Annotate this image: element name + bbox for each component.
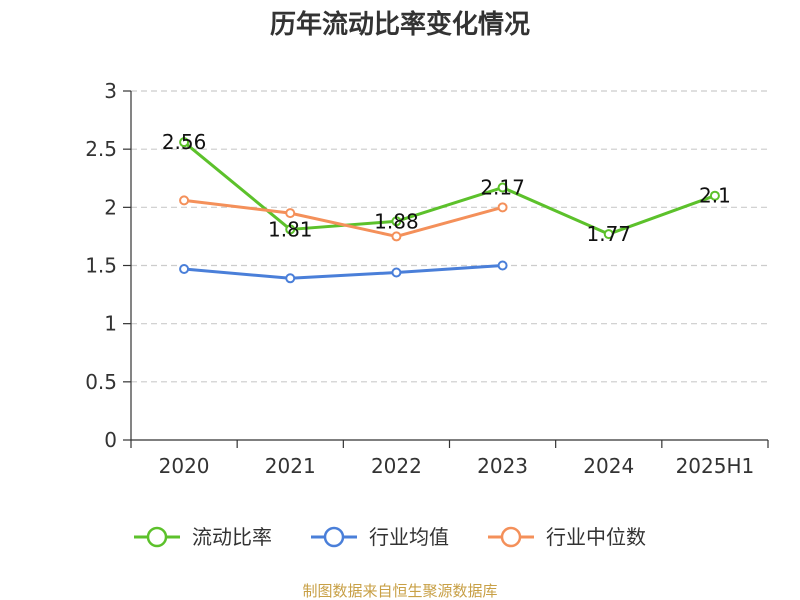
data-label: 2.1 bbox=[699, 184, 731, 208]
data-point[interactable] bbox=[391, 216, 402, 227]
data-label: 1.77 bbox=[586, 222, 631, 246]
x-tick-label: 2023 bbox=[477, 454, 528, 478]
data-point[interactable] bbox=[391, 267, 402, 278]
x-tick-label: 2021 bbox=[265, 454, 316, 478]
axes: 0 0.5 1 1.5 2 2.5 3 2020 2021 2022 2023 2024 2025H1 bbox=[85, 79, 769, 478]
legend-label: 行业中位数 bbox=[546, 525, 646, 549]
data-point[interactable] bbox=[709, 190, 720, 201]
data-point[interactable] bbox=[285, 273, 296, 284]
source-note: 制图数据来自恒生聚源数据库 bbox=[302, 582, 497, 600]
y-tick-label: 0.5 bbox=[85, 370, 117, 394]
data-point[interactable] bbox=[285, 208, 296, 219]
y-tick-label: 1.5 bbox=[85, 254, 117, 278]
data-point[interactable] bbox=[497, 202, 508, 213]
data-label: 1.88 bbox=[374, 209, 419, 233]
data-point[interactable] bbox=[179, 137, 190, 148]
legend-item[interactable]: 行业中位数 bbox=[488, 525, 646, 549]
data-labels: 2.56 1.81 1.88 2.17 1.77 2.1 bbox=[162, 130, 731, 246]
y-tick-label: 2 bbox=[104, 195, 117, 219]
legend[interactable]: 流动比率 行业均值 行业中位数 bbox=[134, 525, 646, 549]
x-tick-label: 2024 bbox=[583, 454, 634, 478]
legend-label: 行业均值 bbox=[369, 525, 449, 549]
x-tick-label: 2022 bbox=[371, 454, 422, 478]
data-label: 2.17 bbox=[480, 176, 525, 200]
data-point[interactable] bbox=[497, 182, 508, 193]
data-point[interactable] bbox=[603, 229, 614, 240]
data-point[interactable] bbox=[285, 224, 296, 235]
x-tick-label: 2025H1 bbox=[676, 454, 755, 478]
series-line bbox=[183, 198, 503, 238]
data-point[interactable] bbox=[391, 231, 402, 242]
legend-item[interactable]: 行业均值 bbox=[311, 525, 449, 549]
legend-swatch-marker bbox=[323, 526, 345, 548]
y-tick-label: 0 bbox=[104, 428, 117, 452]
legend-item[interactable]: 流动比率 bbox=[134, 525, 272, 549]
grid-lines bbox=[131, 90, 768, 383]
legend-swatch-marker bbox=[146, 526, 168, 548]
y-tick-label: 2.5 bbox=[85, 137, 117, 161]
data-point[interactable] bbox=[497, 260, 508, 271]
legend-label: 流动比率 bbox=[192, 525, 272, 549]
data-point[interactable] bbox=[179, 195, 190, 206]
data-point[interactable] bbox=[179, 263, 190, 274]
series-line bbox=[183, 264, 503, 280]
series-line bbox=[183, 141, 716, 236]
chart-title: 历年流动比率变化情况 bbox=[270, 9, 530, 40]
y-tick-label: 3 bbox=[104, 79, 117, 103]
series-group bbox=[179, 137, 720, 284]
x-tick-label: 2020 bbox=[159, 454, 210, 478]
data-label: 1.81 bbox=[268, 217, 313, 241]
data-label: 2.56 bbox=[162, 130, 207, 154]
y-tick-label: 1 bbox=[104, 312, 117, 336]
legend-swatch-marker bbox=[500, 526, 522, 548]
